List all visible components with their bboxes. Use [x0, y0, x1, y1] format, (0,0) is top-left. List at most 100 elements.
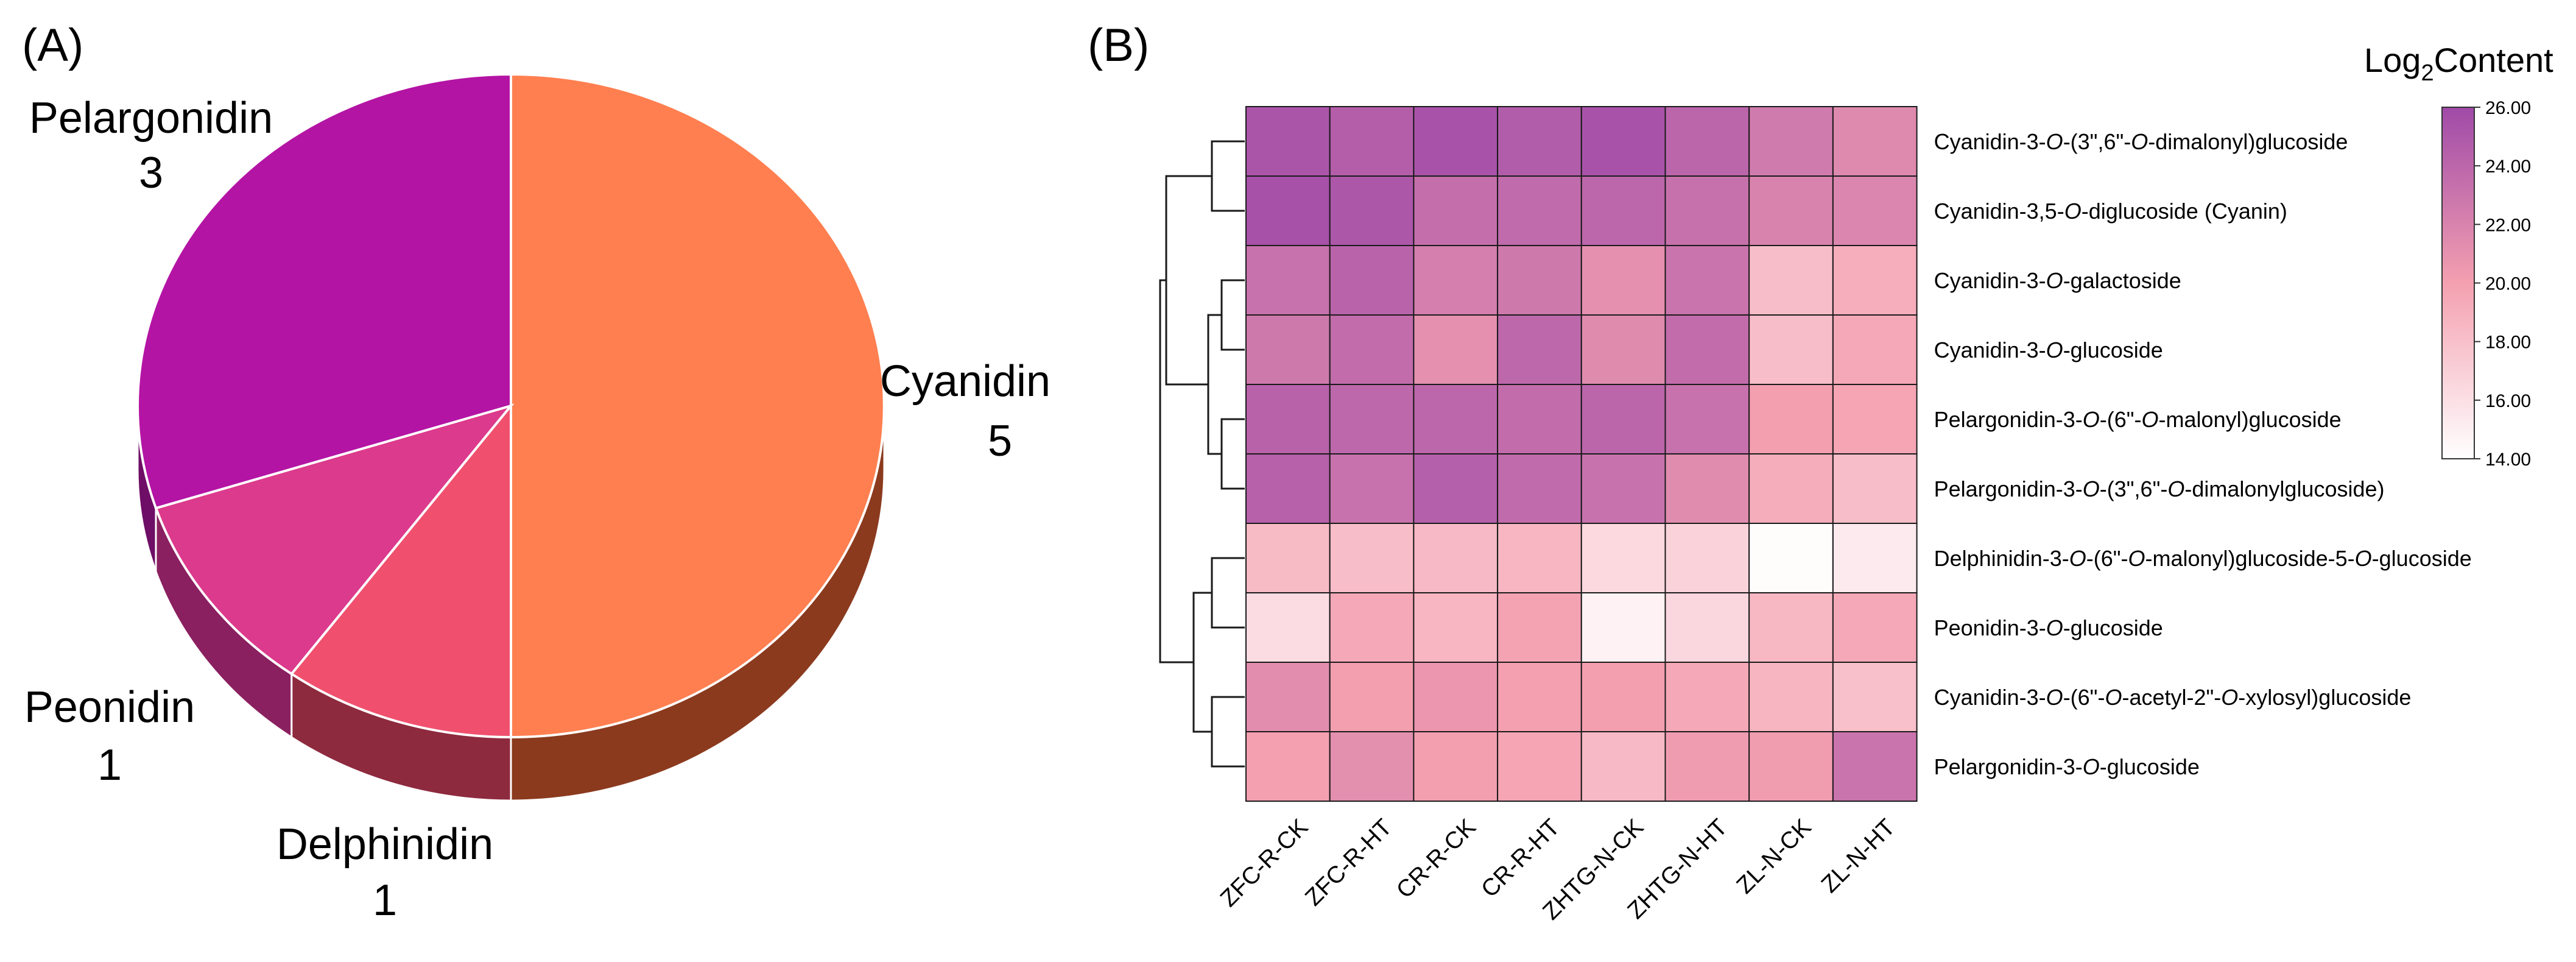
- heatmap-cell: [1832, 175, 1918, 246]
- pie-label-peonidin-value: 1: [97, 741, 122, 790]
- heatmap-cell: [1413, 523, 1499, 593]
- panel-label-a: (A): [22, 19, 83, 71]
- pie-slice-delphinidin: [289, 402, 512, 739]
- row-label: Cyanidin-3-O-(6"-O-acetyl-2"-O-xylosyl)g…: [1934, 685, 2412, 710]
- heatmap-cell: [1413, 731, 1499, 802]
- heatmap-cell: [1497, 453, 1582, 524]
- heatmap-cell: [1413, 245, 1499, 316]
- heatmap-cell: [1497, 245, 1582, 316]
- row-label: Cyanidin-3-O-(3",6"-O-dimalonyl)glucosid…: [1934, 129, 2348, 154]
- dendrogram-link: [1165, 175, 1212, 386]
- heatmap-cell: [1245, 523, 1331, 593]
- heatmap-cell: [1497, 592, 1582, 663]
- pie-slice-pelargonidin: [136, 73, 512, 510]
- heatmap-cell: [1497, 523, 1582, 593]
- heatmap-cell: [1329, 592, 1415, 663]
- heatmap-cell: [1413, 175, 1499, 246]
- heatmap-cell: [1580, 384, 1666, 454]
- heatmap-cell: [1413, 106, 1499, 177]
- heatmap-cell: [1832, 592, 1918, 663]
- heatmap-cell: [1245, 592, 1331, 663]
- heatmap-cell: [1664, 384, 1750, 454]
- heatmap-row-labels: Cyanidin-3-O-(3",6"-O-dimalonyl)glucosid…: [1934, 129, 2472, 779]
- heatmap-cell: [1245, 245, 1331, 316]
- heatmap-cell: [1580, 106, 1666, 177]
- heatmap-cell: [1245, 106, 1331, 177]
- row-label: Peonidin-3-O-glucoside: [1934, 615, 2163, 640]
- pie-label-cyanidin-name: Cyanidin: [880, 357, 1050, 406]
- heatmap-cell: [1664, 592, 1750, 663]
- legend-tick-label: 24.00: [2485, 157, 2531, 177]
- row-label: Pelargonidin-3-O-(6"-O-malonyl)glucoside: [1934, 407, 2342, 432]
- heatmap-cell: [1329, 662, 1415, 732]
- legend-tick-label: 20.00: [2485, 274, 2531, 294]
- heatmap-cell: [1580, 731, 1666, 802]
- heatmap-cell: [1245, 175, 1331, 246]
- column-label: CR-R-CK: [1392, 814, 1481, 904]
- heatmap-cell: [1664, 245, 1750, 316]
- dendrogram-link: [1211, 557, 1245, 629]
- heatmap: [1245, 106, 1918, 802]
- heatmap-cell: [1580, 314, 1666, 385]
- heatmap-cell: [1329, 175, 1415, 246]
- panel-label-b: (B): [1088, 19, 1149, 71]
- heatmap-cell: [1580, 592, 1666, 663]
- legend-title: Log2Content: [2364, 41, 2553, 86]
- heatmap-cell: [1832, 384, 1918, 454]
- heatmap-cell: [1832, 523, 1918, 593]
- row-label: Cyanidin-3,5-O-diglucoside (Cyanin): [1934, 199, 2287, 224]
- pie-labels: Cyanidin 5 Delphinidin 1 Peonidin 1 Pela…: [24, 94, 1050, 925]
- heatmap-cell: [1245, 731, 1331, 802]
- heatmap-cell: [1497, 106, 1582, 177]
- heatmap-cell: [1832, 453, 1918, 524]
- heatmap-cell: [1832, 314, 1918, 385]
- dendrogram-link: [1211, 696, 1245, 768]
- heatmap-cell: [1664, 314, 1750, 385]
- heatmap-cell: [1413, 662, 1499, 732]
- legend-tick-label: 18.00: [2485, 333, 2531, 353]
- pie-label-cyanidin-value: 5: [988, 417, 1012, 465]
- dendrogram-link: [1159, 279, 1194, 663]
- heatmap-cell: [1748, 592, 1834, 663]
- heatmap-cell: [1748, 453, 1834, 524]
- column-label: ZL-N-CK: [1731, 814, 1816, 899]
- heatmap-cell: [1664, 106, 1750, 177]
- row-label: Pelargonidin-3-O-(3",6"-O-dimalonylgluco…: [1934, 476, 2385, 501]
- heatmap-cell: [1580, 523, 1666, 593]
- heatmap-cell: [1748, 175, 1834, 246]
- heatmap-cell: [1329, 453, 1415, 524]
- heatmap-cell: [1748, 106, 1834, 177]
- heatmap-cell: [1748, 314, 1834, 385]
- legend-tick-label: 26.00: [2485, 98, 2531, 118]
- dendrogram-link: [1192, 592, 1212, 733]
- heatmap-cell: [1664, 175, 1750, 246]
- heatmap-cell: [1413, 453, 1499, 524]
- color-legend: Log2Content 26.00 24.00 22.00 20.00 18.00 16.…: [2364, 41, 2553, 470]
- heatmap-cell: [1664, 523, 1750, 593]
- heatmap-column-labels: ZFC-R-CKZFC-R-HTCR-R-CKCR-R-HTZHTG-N-CKZ…: [1216, 814, 1901, 925]
- heatmap-cell: [1580, 662, 1666, 732]
- dendrogram-link: [1207, 314, 1222, 455]
- column-label: CR-R-HT: [1476, 814, 1564, 902]
- row-label: Delphinidin-3-O-(6"-O-malonyl)glucoside-…: [1934, 546, 2472, 571]
- dendrogram-link: [1211, 140, 1245, 212]
- heatmap-cell: [1832, 106, 1918, 177]
- row-dendrogram: [1159, 140, 1245, 768]
- pie-label-delphinidin-value: 1: [373, 876, 397, 925]
- heatmap-cell: [1329, 731, 1415, 802]
- pie-chart: [136, 73, 885, 802]
- heatmap-cell: [1748, 662, 1834, 732]
- row-label: Pelargonidin-3-O-glucoside: [1934, 754, 2200, 779]
- heatmap-cell: [1832, 245, 1918, 316]
- heatmap-cell: [1245, 453, 1331, 524]
- heatmap-cell: [1413, 592, 1499, 663]
- heatmap-cell: [1329, 314, 1415, 385]
- heatmap-cell: [1664, 662, 1750, 732]
- heatmap-cell: [1329, 106, 1415, 177]
- column-label: ZL-N-HT: [1817, 814, 1901, 898]
- row-label: Cyanidin-3-O-galactoside: [1934, 268, 2181, 293]
- column-label: ZFC-R-HT: [1300, 814, 1397, 911]
- row-label: Cyanidin-3-O-glucoside: [1934, 338, 2163, 363]
- dendrogram-link: [1220, 418, 1245, 490]
